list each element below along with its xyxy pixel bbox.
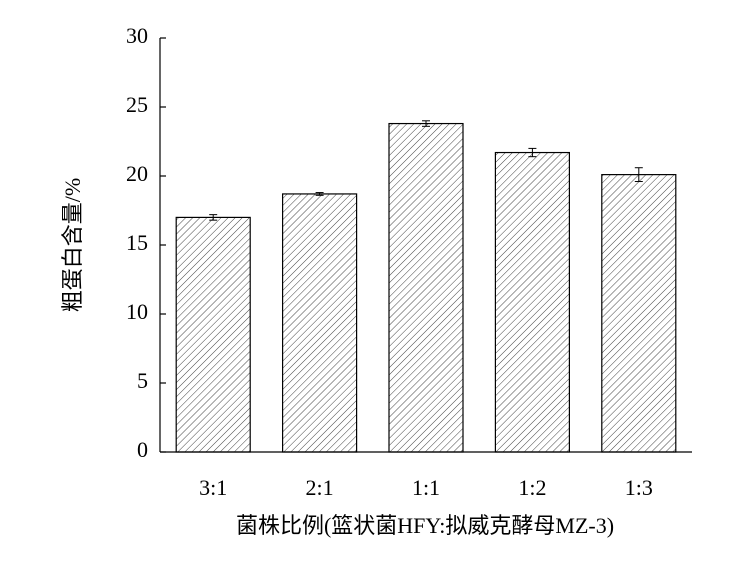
x-axis-label: 菌株比例(篮状菌HFY:拟威克酵母MZ-3) [236,513,614,538]
x-tick-label: 1:2 [518,475,546,500]
y-axis-label: 粗蛋白含量/% [60,178,85,312]
error-bar [528,147,537,158]
y-tick-label: 15 [126,230,148,255]
y-tick-label: 10 [126,299,148,324]
bar [388,122,464,453]
error-bar [422,120,430,127]
bar [494,151,570,453]
y-tick-label: 0 [137,437,148,462]
y-tick-label: 30 [126,23,148,48]
error-bar [634,167,643,183]
bar [175,216,251,453]
x-tick-label: 3:1 [199,475,227,500]
x-tick-label: 1:3 [625,475,653,500]
x-tick-label: 1:1 [412,475,440,500]
y-tick-label: 25 [126,92,148,117]
y-tick-label: 20 [126,161,148,186]
bar [601,174,677,453]
bar [282,193,358,453]
x-tick-label: 2:1 [306,475,334,500]
error-bar [209,214,218,221]
error-bar [315,192,324,196]
y-tick-label: 5 [137,368,148,393]
